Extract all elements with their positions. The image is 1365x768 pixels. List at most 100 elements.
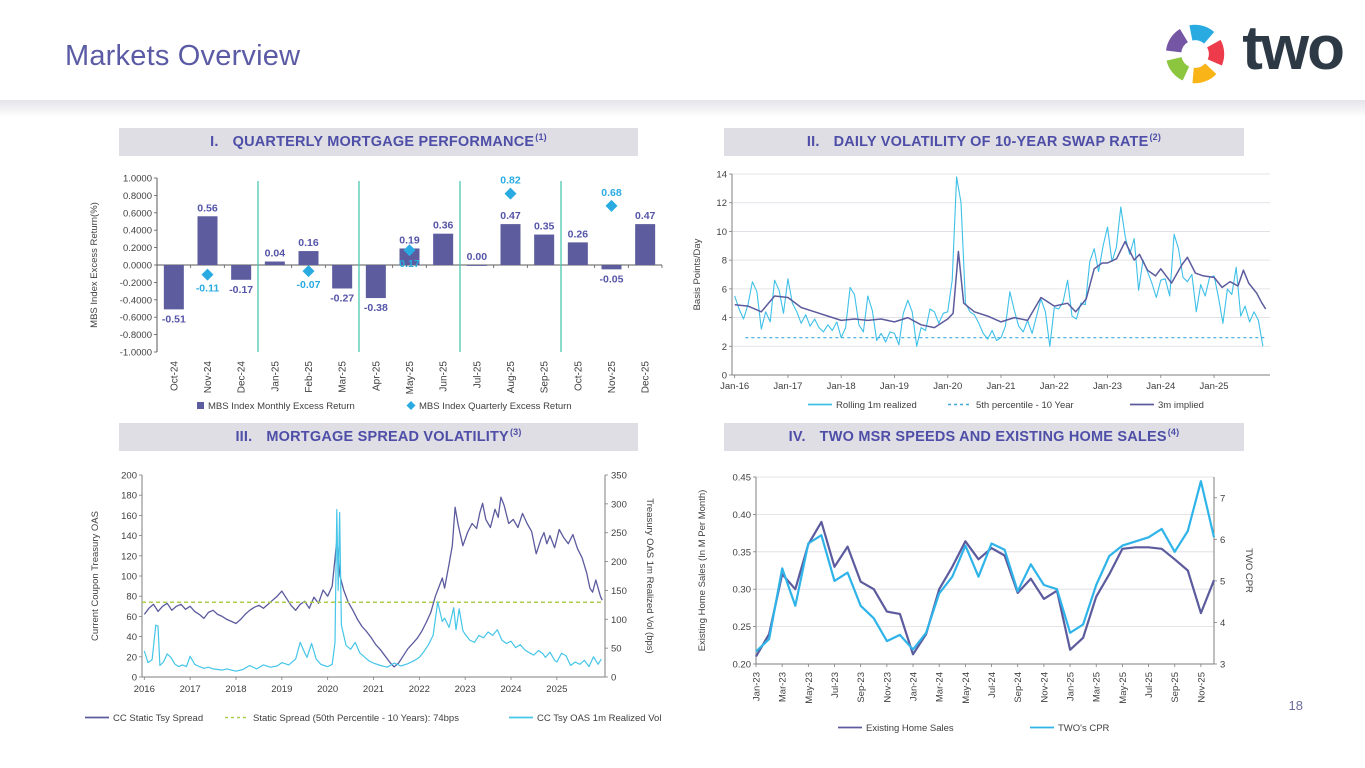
svg-text:Basis Points/Day: Basis Points/Day <box>692 238 703 310</box>
svg-text:May-23: May-23 <box>804 672 815 704</box>
footnote-marker: (4) <box>1167 427 1180 437</box>
svg-text:2020: 2020 <box>317 684 338 695</box>
svg-text:-0.11: -0.11 <box>196 283 220 295</box>
svg-text:2019: 2019 <box>271 684 292 695</box>
panel-number: IV. <box>788 429 806 445</box>
svg-text:-0.6000: -0.6000 <box>120 313 152 324</box>
svg-text:-0.38: -0.38 <box>364 302 388 314</box>
svg-text:Jan-25: Jan-25 <box>1200 381 1229 392</box>
svg-text:Jan-25: Jan-25 <box>1066 672 1077 701</box>
svg-text:Jul-25: Jul-25 <box>472 361 483 389</box>
svg-text:Dec-24: Dec-24 <box>237 361 248 394</box>
svg-text:100: 100 <box>121 572 137 583</box>
svg-text:0.47: 0.47 <box>500 210 521 222</box>
svg-text:-0.27: -0.27 <box>330 292 354 304</box>
svg-text:Mar-24: Mar-24 <box>935 672 946 702</box>
svg-text:Jan-21: Jan-21 <box>986 381 1015 392</box>
svg-text:300: 300 <box>611 499 627 510</box>
footnote-marker: (3) <box>509 427 522 437</box>
svg-text:2025: 2025 <box>546 684 567 695</box>
page-title: Markets Overview <box>65 40 301 72</box>
svg-text:6: 6 <box>722 284 727 295</box>
svg-text:4: 4 <box>1220 618 1225 629</box>
svg-text:Nov-25: Nov-25 <box>607 361 618 394</box>
panel-title-text: TWO MSR SPEEDS AND EXISTING HOME SALES <box>819 429 1167 445</box>
svg-text:0.4000: 0.4000 <box>123 226 152 237</box>
svg-text:CC Static Tsy Spread: CC Static Tsy Spread <box>113 713 203 724</box>
svg-text:CC Tsy OAS 1m Realized Vol: CC Tsy OAS 1m Realized Vol <box>537 713 661 724</box>
svg-text:MBS Index Quarterly Excess Ret: MBS Index Quarterly Excess Return <box>419 401 572 412</box>
svg-text:Sep-25: Sep-25 <box>1170 672 1181 703</box>
svg-text:8: 8 <box>722 256 727 267</box>
svg-text:250: 250 <box>611 528 627 539</box>
svg-text:Mar-23: Mar-23 <box>778 672 789 702</box>
svg-text:Jul-25: Jul-25 <box>1144 672 1155 698</box>
svg-text:0.25: 0.25 <box>733 622 752 633</box>
svg-text:0.45: 0.45 <box>733 473 752 484</box>
panel-quarterly-mortgage-performance: I. QUARTERLY MORTGAGE PERFORMANCE (1) 1.… <box>85 128 672 414</box>
svg-text:0.35: 0.35 <box>534 221 555 233</box>
svg-text:100: 100 <box>611 615 627 626</box>
svg-text:Sep-23: Sep-23 <box>856 672 867 703</box>
svg-text:80: 80 <box>126 592 137 603</box>
svg-text:0.47: 0.47 <box>635 210 656 222</box>
svg-text:2: 2 <box>722 342 727 353</box>
svg-text:0.16: 0.16 <box>298 237 319 249</box>
svg-text:0.26: 0.26 <box>568 228 589 240</box>
svg-text:-0.4000: -0.4000 <box>120 295 152 306</box>
svg-text:Oct-25: Oct-25 <box>573 361 584 391</box>
svg-text:180: 180 <box>121 491 137 502</box>
chart-msr-speeds-home-sales: 0.45 0.40 0.35 0.30 0.25 0.20 3 4 5 6 7 Jan-23 Mar-2… <box>690 457 1278 742</box>
svg-text:-1.0000: -1.0000 <box>120 348 152 359</box>
svg-text:2018: 2018 <box>225 684 246 695</box>
svg-text:Apr-25: Apr-25 <box>371 361 382 391</box>
svg-text:0.40: 0.40 <box>733 510 752 521</box>
svg-text:May-25: May-25 <box>405 361 416 395</box>
svg-text:6: 6 <box>1220 535 1225 546</box>
svg-text:Oct-24: Oct-24 <box>169 361 180 391</box>
two-logo: two <box>1154 12 1345 94</box>
svg-text:0.20: 0.20 <box>733 660 752 671</box>
svg-text:2023: 2023 <box>455 684 476 695</box>
svg-text:0.0000: 0.0000 <box>123 261 152 272</box>
footnote-marker: (1) <box>535 132 547 142</box>
svg-text:Jan-20: Jan-20 <box>933 381 962 392</box>
panel-title-text: QUARTERLY MORTGAGE PERFORMANCE <box>232 134 535 150</box>
panel-title-2: II. DAILY VOLATILITY OF 10-YEAR SWAP RAT… <box>724 128 1244 156</box>
svg-text:0.04: 0.04 <box>265 248 286 260</box>
svg-text:3: 3 <box>1220 660 1225 671</box>
svg-text:2017: 2017 <box>180 684 201 695</box>
svg-text:350: 350 <box>611 471 627 482</box>
svg-text:5: 5 <box>1220 576 1225 587</box>
svg-text:MBS Index Excess Return(%): MBS Index Excess Return(%) <box>89 202 100 328</box>
svg-text:40: 40 <box>126 632 137 643</box>
svg-text:5th percentile - 10 Year: 5th percentile - 10 Year <box>976 400 1074 411</box>
svg-text:0.19: 0.19 <box>399 234 420 246</box>
svg-text:Jan-18: Jan-18 <box>827 381 856 392</box>
svg-text:Jan-24: Jan-24 <box>1146 381 1175 392</box>
panel-number: III. <box>235 429 253 445</box>
svg-text:Jan-17: Jan-17 <box>773 381 802 392</box>
svg-text:Current Coupon Treasury OAS: Current Coupon Treasury OAS <box>90 511 101 641</box>
svg-text:Sep-24: Sep-24 <box>1013 672 1024 703</box>
svg-text:2022: 2022 <box>409 684 430 695</box>
svg-text:TWO's CPR: TWO's CPR <box>1058 723 1110 734</box>
svg-text:Jan-23: Jan-23 <box>1093 381 1122 392</box>
svg-text:0.17: 0.17 <box>399 258 420 270</box>
svg-text:200: 200 <box>121 471 137 482</box>
svg-text:Sep-25: Sep-25 <box>540 361 551 394</box>
svg-text:1.0000: 1.0000 <box>123 174 152 185</box>
svg-text:Nov-23: Nov-23 <box>882 672 893 703</box>
svg-text:2024: 2024 <box>500 684 521 695</box>
svg-text:Nov-25: Nov-25 <box>1196 672 1207 703</box>
svg-text:0: 0 <box>132 673 137 684</box>
svg-text:12: 12 <box>716 198 727 209</box>
svg-text:Treasury OAS 1m Realized Vol (: Treasury OAS 1m Realized Vol (bps) <box>644 498 655 653</box>
svg-text:-0.2000: -0.2000 <box>120 278 152 289</box>
svg-text:0.68: 0.68 <box>601 187 622 199</box>
svg-text:Rolling 1m realized: Rolling 1m realized <box>836 400 917 411</box>
svg-text:Jun-25: Jun-25 <box>439 361 450 392</box>
svg-text:Jul-23: Jul-23 <box>830 672 841 698</box>
